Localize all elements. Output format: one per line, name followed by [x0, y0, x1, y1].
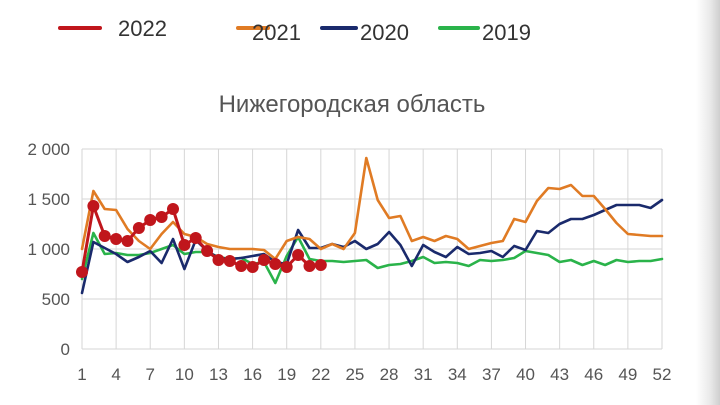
x-tick-label: 52: [653, 365, 672, 384]
y-tick-label: 500: [42, 290, 70, 309]
data-point-2022: [132, 222, 145, 234]
legend-item-2021: 2021: [236, 20, 301, 45]
series-layer: [76, 156, 664, 295]
legend-item-2020: 2020: [320, 20, 409, 45]
x-tick-label: 40: [516, 365, 535, 384]
data-point-2022: [189, 232, 202, 244]
x-tick-label: 31: [414, 365, 433, 384]
legend: 2022 2021 2020 2019: [58, 16, 531, 45]
data-point-2022: [223, 255, 236, 267]
x-axis: 1 4 7 10 13 16 19 22 25 28 31 34 37 40 43 46 49 52: [77, 365, 671, 384]
data-point-2022: [280, 261, 293, 273]
legend-label-2022: 2022: [118, 16, 167, 41]
chart-title: Нижегородская область: [219, 91, 486, 118]
x-tick-label: 7: [146, 365, 155, 384]
data-point-2022: [87, 200, 100, 212]
x-tick-label: 1: [77, 365, 86, 384]
data-point-2022: [269, 258, 282, 270]
x-tick-label: 13: [209, 365, 228, 384]
x-tick-label: 4: [111, 365, 120, 384]
x-tick-label: 49: [618, 365, 637, 384]
screen-edge-shadow: [696, 0, 720, 405]
x-tick-label: 37: [482, 365, 501, 384]
data-point-2022: [201, 245, 214, 257]
x-tick-label: 10: [175, 365, 194, 384]
data-point-2022: [235, 260, 248, 272]
legend-label-2020: 2020: [360, 20, 409, 45]
x-tick-label: 43: [550, 365, 569, 384]
data-point-2022: [178, 239, 191, 251]
data-point-2022: [303, 260, 316, 272]
x-tick-label: 22: [311, 365, 330, 384]
legend-item-2022: 2022: [58, 16, 167, 41]
series-line-2019: [80, 231, 664, 285]
x-tick-label: 28: [380, 365, 399, 384]
y-tick-label: 1 500: [27, 190, 70, 209]
x-tick-label: 46: [584, 365, 603, 384]
data-point-2022: [212, 254, 225, 266]
legend-label-2021: 2021: [252, 20, 301, 45]
data-point-2022: [258, 254, 270, 266]
y-tick-label: 2 000: [27, 140, 70, 159]
data-point-2022: [155, 211, 168, 223]
legend-label-2019: 2019: [482, 20, 531, 45]
data-point-2022: [121, 235, 134, 247]
data-point-2022: [292, 249, 305, 261]
x-tick-label: 34: [448, 365, 467, 384]
series-line-2020: [80, 198, 664, 295]
y-tick-label: 1 000: [27, 240, 70, 259]
data-point-2022: [110, 233, 123, 245]
data-point-2022: [246, 261, 259, 273]
data-point-2022: [314, 259, 327, 271]
y-axis: 0 500 1 000 1 500 2 000: [27, 140, 70, 359]
data-point-2022: [98, 230, 111, 242]
x-tick-label: 25: [345, 365, 364, 384]
data-point-2022: [167, 203, 179, 215]
x-tick-label: 19: [277, 365, 296, 384]
x-tick-label: 16: [243, 365, 262, 384]
data-point-2022: [144, 214, 157, 226]
legend-item-2019: 2019: [438, 20, 531, 45]
y-tick-label: 0: [61, 340, 70, 359]
data-point-2022: [76, 266, 88, 278]
